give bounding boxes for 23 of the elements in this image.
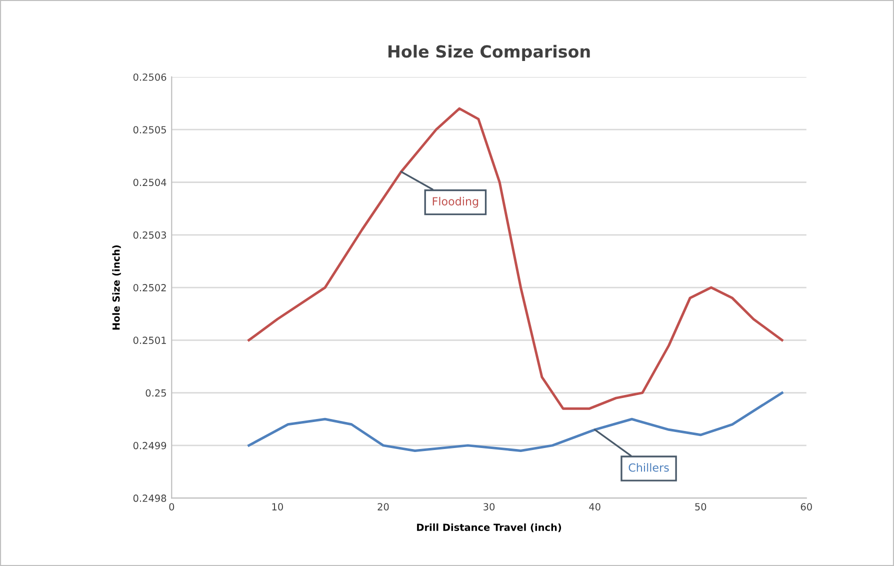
y-tick-label: 0.2503 (133, 231, 166, 239)
x-tick-label: 30 (484, 503, 495, 510)
x-tick-label: 20 (378, 503, 389, 510)
y-tick-label: 0.2498 (133, 494, 166, 502)
x-axis-title: Drill Distance Travel (inch) (417, 523, 562, 532)
x-tick-label: 0 (169, 503, 174, 510)
x-tick-label: 40 (589, 503, 600, 510)
y-tick-label: 0.2502 (133, 284, 166, 292)
line-series (248, 392, 784, 452)
chart-title: Hole Size Comparison (388, 44, 590, 61)
y-tick-label: 0.2505 (133, 126, 166, 134)
y-tick-label: 0.25 (146, 389, 166, 397)
text: Chillers (628, 463, 669, 472)
y-tick-label: 0.2506 (133, 73, 166, 81)
y-tick-label: 0.2501 (133, 336, 166, 344)
x-tick-label: 60 (800, 503, 812, 510)
text: Flooding (432, 196, 478, 208)
line-series (248, 107, 784, 410)
y-axis-title: Hole Size (inch) (112, 245, 121, 330)
x-tick-label: 50 (695, 503, 706, 510)
y-tick-label: 0.2499 (133, 442, 166, 450)
y-tick-label: 0.2504 (133, 178, 166, 186)
x-tick-label: 10 (272, 503, 283, 510)
